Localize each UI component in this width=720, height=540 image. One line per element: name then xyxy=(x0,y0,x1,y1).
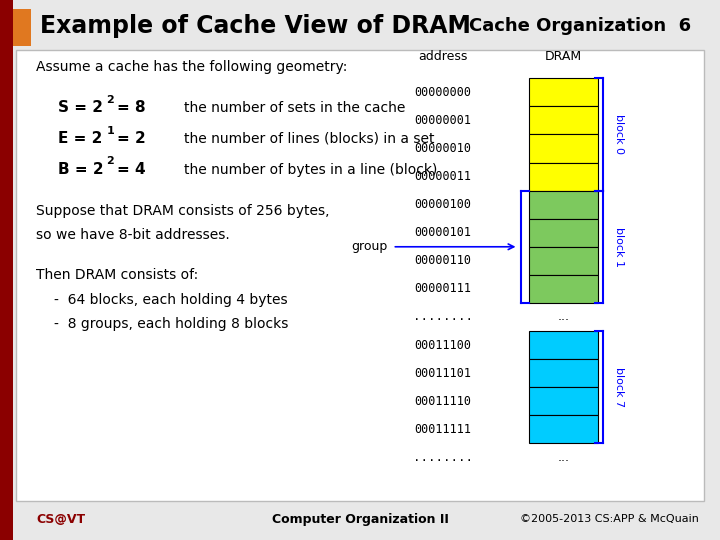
Text: Suppose that DRAM consists of 256 bytes,: Suppose that DRAM consists of 256 bytes, xyxy=(36,204,330,218)
Bar xyxy=(529,191,598,219)
Text: DRAM: DRAM xyxy=(545,50,582,63)
Text: = 2: = 2 xyxy=(117,131,145,146)
Text: the number of bytes in a line (block): the number of bytes in a line (block) xyxy=(184,163,437,177)
Text: ...: ... xyxy=(557,451,570,464)
Bar xyxy=(529,134,598,163)
Text: the number of sets in the cache: the number of sets in the cache xyxy=(184,101,405,115)
Bar xyxy=(529,163,598,191)
Text: ........: ........ xyxy=(413,310,473,323)
Text: Example of Cache View of DRAM: Example of Cache View of DRAM xyxy=(40,14,470,38)
Bar xyxy=(529,78,598,106)
Bar xyxy=(0,0,13,540)
Text: B = 2: B = 2 xyxy=(58,162,103,177)
Text: block 7: block 7 xyxy=(614,367,624,407)
Text: Assume a cache has the following geometry:: Assume a cache has the following geometr… xyxy=(36,60,347,75)
Text: Then DRAM consists of:: Then DRAM consists of: xyxy=(36,268,198,282)
Text: 2: 2 xyxy=(107,157,114,166)
Bar xyxy=(4,9,31,46)
Text: 00000000: 00000000 xyxy=(414,86,472,99)
Bar xyxy=(529,387,598,415)
Bar xyxy=(529,247,598,275)
Text: S = 2: S = 2 xyxy=(58,100,102,116)
Text: so we have 8-bit addresses.: so we have 8-bit addresses. xyxy=(36,228,230,242)
Bar xyxy=(529,415,598,443)
Text: 00011110: 00011110 xyxy=(414,395,472,408)
Text: block 0: block 0 xyxy=(614,114,624,154)
Text: -  8 groups, each holding 8 blocks: - 8 groups, each holding 8 blocks xyxy=(54,317,289,331)
Text: 1: 1 xyxy=(107,126,114,136)
Text: ........: ........ xyxy=(413,451,473,464)
Text: 00011100: 00011100 xyxy=(414,339,472,352)
Text: = 8: = 8 xyxy=(117,100,145,116)
Text: 00000100: 00000100 xyxy=(414,198,472,211)
Bar xyxy=(16,50,704,501)
Text: 00000001: 00000001 xyxy=(414,114,472,127)
Text: 00000110: 00000110 xyxy=(414,254,472,267)
Text: the number of lines (blocks) in a set: the number of lines (blocks) in a set xyxy=(184,132,434,146)
Text: 2: 2 xyxy=(107,95,114,105)
Text: E = 2: E = 2 xyxy=(58,131,102,146)
Text: -  64 blocks, each holding 4 bytes: - 64 blocks, each holding 4 bytes xyxy=(54,293,287,307)
Text: Cache Organization  6: Cache Organization 6 xyxy=(469,17,691,35)
Text: group: group xyxy=(351,240,387,253)
Text: address: address xyxy=(418,50,467,63)
Bar xyxy=(529,106,598,134)
Text: block 1: block 1 xyxy=(614,227,624,267)
Bar xyxy=(529,331,598,359)
Bar xyxy=(529,219,598,247)
Text: 00011101: 00011101 xyxy=(414,367,472,380)
Bar xyxy=(529,275,598,303)
Text: 00011111: 00011111 xyxy=(414,423,472,436)
Text: ...: ... xyxy=(557,310,570,323)
Text: = 4: = 4 xyxy=(117,162,145,177)
Text: 00000101: 00000101 xyxy=(414,226,472,239)
Text: 00000010: 00000010 xyxy=(414,142,472,155)
Text: 00000011: 00000011 xyxy=(414,170,472,183)
Bar xyxy=(529,359,598,387)
Text: ©2005-2013 CS:APP & McQuain: ©2005-2013 CS:APP & McQuain xyxy=(520,515,698,524)
Text: CS@VT: CS@VT xyxy=(36,513,85,526)
Text: 00000111: 00000111 xyxy=(414,282,472,295)
Text: Computer Organization II: Computer Organization II xyxy=(271,513,449,526)
